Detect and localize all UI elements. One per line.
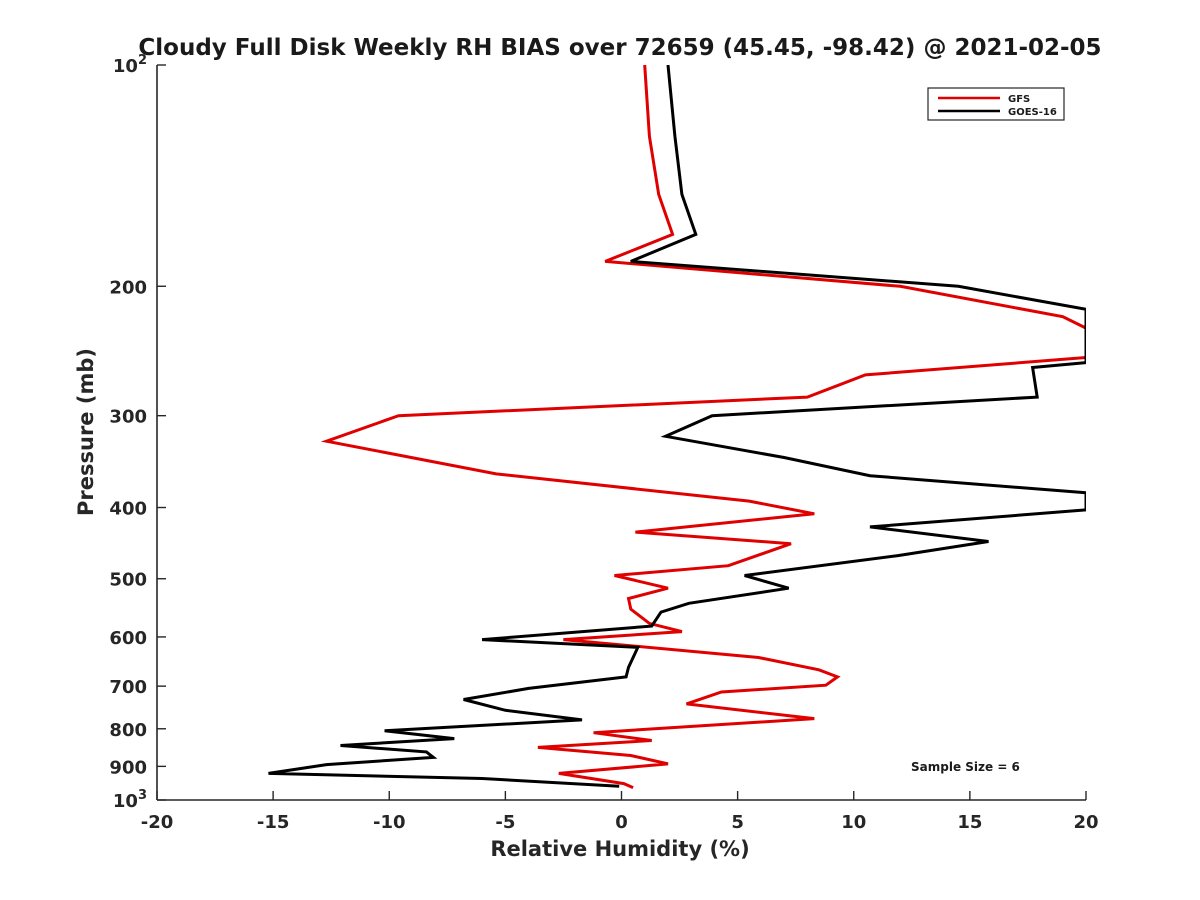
x-tick-label: -10 <box>373 812 406 833</box>
x-tick-label: -15 <box>257 812 290 833</box>
y-axis-label: Pressure (mb) <box>74 348 98 516</box>
x-tick-label: 20 <box>1073 812 1098 833</box>
legend-label-gfs: GFS <box>1008 94 1030 105</box>
y-tick-label: 200 <box>109 277 147 298</box>
legend-label-goes-16: GOES-16 <box>1008 107 1057 118</box>
sample-size-annotation: Sample Size = 6 <box>911 760 1020 774</box>
y-tick-label: 600 <box>109 628 147 649</box>
chart-title: Cloudy Full Disk Weekly RH BIAS over 726… <box>138 35 1101 61</box>
x-tick-label: 0 <box>615 812 628 833</box>
y-tick-label: 102 <box>113 53 147 77</box>
y-tick-label: 500 <box>109 570 147 591</box>
y-tick-label: 103 <box>113 788 147 812</box>
series-line-gfs <box>320 65 1086 789</box>
x-tick-label: -5 <box>495 812 515 833</box>
legend: GFS GOES-16 <box>927 87 1065 121</box>
x-tick-label: -20 <box>141 812 174 833</box>
x-tick-label: 10 <box>841 812 866 833</box>
y-tick-label: 800 <box>109 720 147 741</box>
x-tick-label: 5 <box>731 812 744 833</box>
x-tick-label: 15 <box>957 812 982 833</box>
y-tick-label: 400 <box>109 499 147 520</box>
plot-area: -20 -15 -10 -5 0 5 10 15 20 102 200 300 400 500 600 700… <box>109 53 1098 833</box>
legend-box <box>927 87 1065 121</box>
y-tick-label: 300 <box>109 407 147 428</box>
series-line-goes-16 <box>268 65 1086 788</box>
x-axis-label: Relative Humidity (%) <box>490 837 749 861</box>
y-tick-label: 700 <box>109 677 147 698</box>
y-tick-label: 900 <box>109 757 147 778</box>
